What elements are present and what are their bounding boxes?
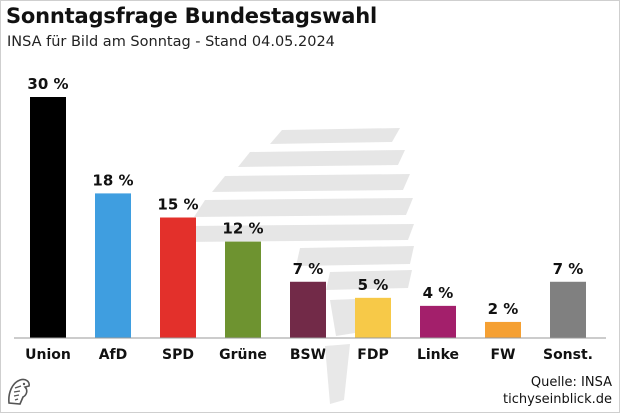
- bar-5: [290, 281, 326, 338]
- chart-subtitle: INSA für Bild am Sonntag - Stand 04.05.2…: [7, 34, 335, 50]
- bar-8: [485, 321, 521, 338]
- category-label: Linke: [417, 347, 459, 363]
- bar-value-label: 30 %: [27, 75, 68, 93]
- bar-value-label: 7 %: [293, 260, 324, 278]
- category-label: SPD: [162, 347, 194, 363]
- category-label: Sonst.: [543, 347, 593, 363]
- category-label: Union: [25, 347, 71, 363]
- category-label: BSW: [290, 347, 326, 363]
- bar-9: [550, 281, 586, 338]
- bar-value-label: 18 %: [92, 171, 133, 189]
- bar-3: [160, 217, 196, 338]
- bar-1: [30, 97, 66, 338]
- bar-value-label: 4 %: [423, 284, 454, 302]
- bar-4: [225, 241, 261, 338]
- watermark-graphic: [182, 128, 414, 336]
- site-link[interactable]: tichyseinblick.de: [503, 392, 612, 407]
- bar-value-label: 7 %: [553, 260, 584, 278]
- bar-2: [95, 193, 131, 338]
- bar-value-label: 12 %: [222, 220, 263, 238]
- source-block: Quelle: INSA tichyseinblick.de: [503, 374, 612, 408]
- category-label: FDP: [357, 347, 388, 363]
- category-label: AfD: [99, 347, 128, 363]
- bar-6: [355, 297, 391, 338]
- category-label: FW: [490, 347, 515, 363]
- bar-value-label: 5 %: [358, 276, 389, 294]
- bar-value-label: 2 %: [488, 300, 519, 318]
- bar-7: [420, 305, 456, 338]
- source-label: Quelle: INSA: [530, 375, 612, 390]
- bar-value-label: 15 %: [157, 196, 198, 214]
- category-label: Grüne: [219, 347, 267, 363]
- watermark-tail: [325, 344, 350, 404]
- bars-group: 30 % Union 18 % AfD 15 % SPD 12 % Grüne 7 % BSW 5 …: [25, 75, 593, 363]
- eagle-head-logo-icon: [8, 378, 30, 405]
- chart-title: Sonntagsfrage Bundestagswahl: [6, 4, 377, 28]
